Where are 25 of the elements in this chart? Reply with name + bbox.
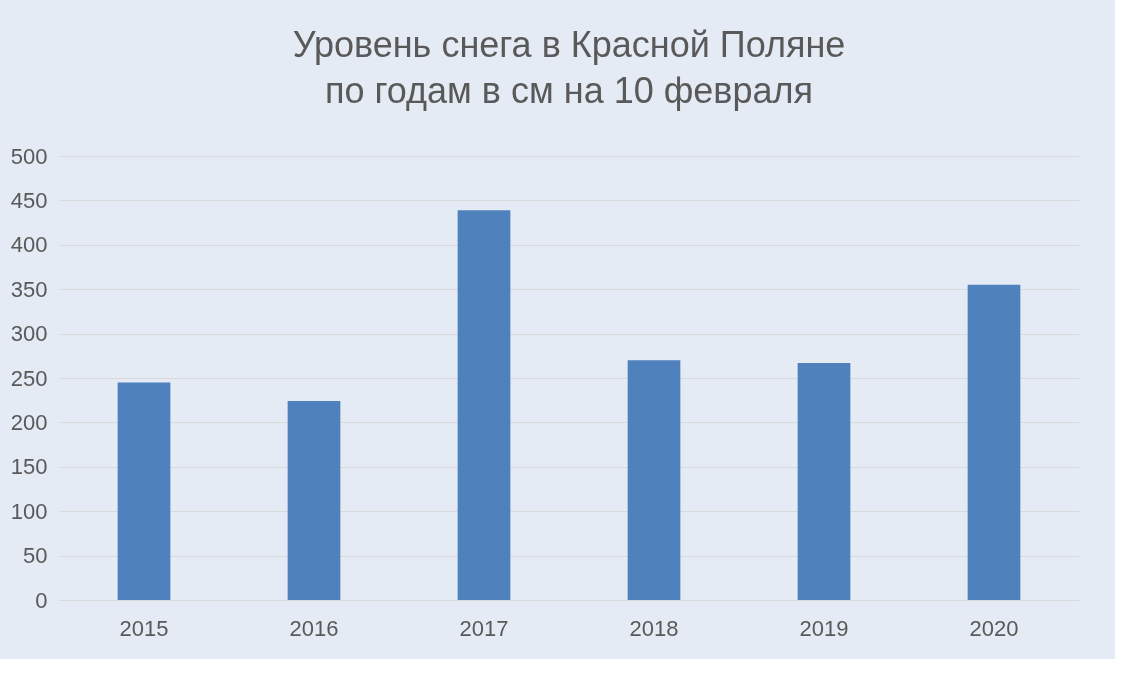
- x-tick-label: 2015: [119, 615, 169, 641]
- y-tick-label: 450: [10, 187, 48, 213]
- x-tick-label: 2018: [629, 615, 679, 641]
- x-tick-label: 2019: [799, 615, 849, 641]
- bar: [797, 362, 851, 600]
- bar: [457, 210, 511, 600]
- y-tick-label: 250: [10, 365, 48, 391]
- text: Уровень снега в Красной Поляне: [292, 24, 846, 65]
- y-tick-label: 300: [10, 321, 48, 347]
- y-tick-label: 50: [23, 543, 48, 569]
- bar: [287, 401, 341, 600]
- y-tick-label: 400: [10, 232, 48, 258]
- y-tick-label: 150: [10, 454, 48, 480]
- x-tick-label: 2017: [459, 615, 509, 641]
- text: по годам в см на 10 февраля: [324, 70, 814, 111]
- x-tick-label: 2020: [969, 615, 1019, 641]
- y-tick-label: 0: [35, 587, 48, 613]
- x-tick-label: 2016: [289, 615, 339, 641]
- y-tick-label: 350: [10, 276, 48, 302]
- y-tick-label: 100: [10, 498, 48, 524]
- bar: [117, 382, 171, 600]
- y-tick-label: 200: [10, 409, 48, 435]
- bar: [627, 360, 681, 600]
- bar: [967, 284, 1021, 600]
- y-tick-label: 500: [10, 143, 48, 169]
